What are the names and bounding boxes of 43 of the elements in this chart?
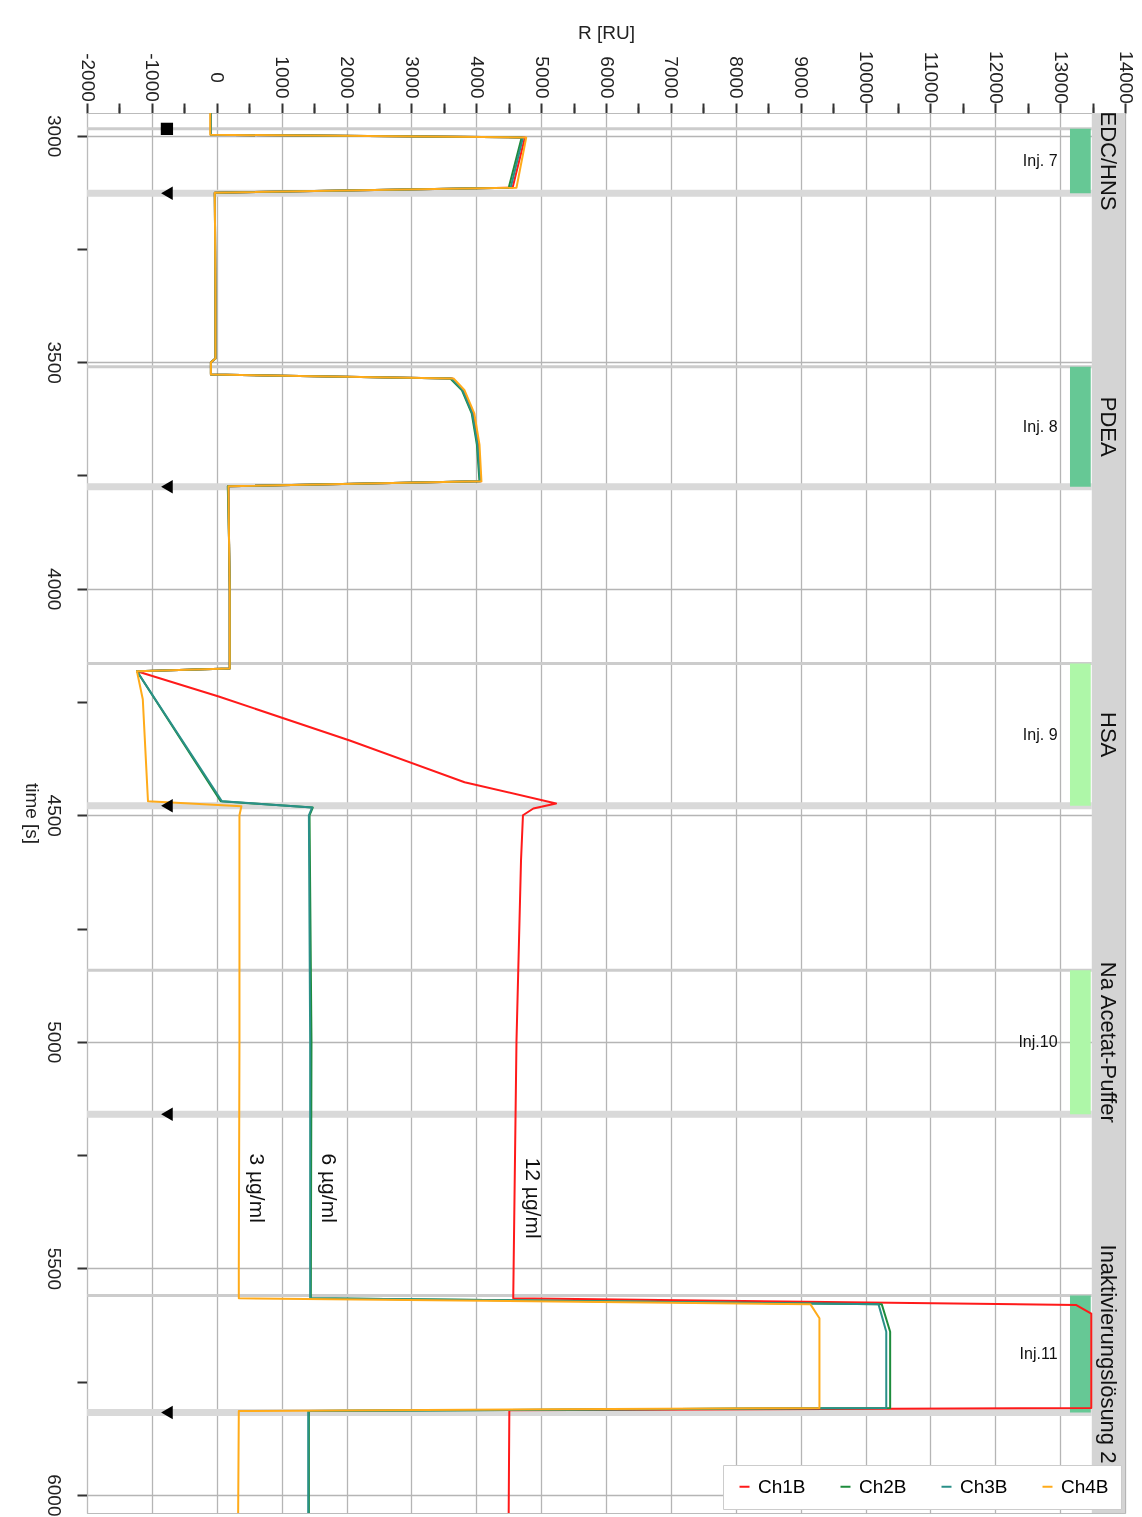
x-tick-label: 9000 — [791, 56, 813, 99]
x-tick-label: 0 — [207, 72, 229, 83]
x-tick-label: -1000 — [142, 53, 164, 102]
x-tick-label: 6000 — [596, 56, 618, 99]
x-tick-label: 7000 — [661, 56, 683, 99]
annotation: PDEA — [1096, 396, 1122, 458]
x-tick-label: 4000 — [466, 56, 488, 99]
x-tick-label: 14000 — [1115, 51, 1137, 104]
x-tick-label: 13000 — [1050, 51, 1072, 104]
annotation: EDC/HNS — [1096, 111, 1122, 211]
y-tick-label: 3000 — [43, 115, 65, 158]
annotation: Inj. 7 — [1022, 152, 1058, 170]
x-tick-label: 12000 — [985, 51, 1007, 104]
y-tick-label: 5500 — [43, 1247, 65, 1290]
y-tick-label: 4000 — [43, 568, 65, 611]
legend-label: Ch2B — [859, 1475, 907, 1497]
annotation: Inj. 8 — [1022, 417, 1058, 435]
legend-label: Ch3B — [960, 1475, 1008, 1497]
legend-label: Ch1B — [758, 1475, 806, 1497]
x-tick-label: 3000 — [401, 56, 423, 99]
x-axis-title: R [RU] — [578, 22, 635, 44]
annotation: 6 µg/ml — [317, 1153, 341, 1223]
x-tick-label: 10000 — [856, 51, 877, 104]
x-tick-label: 2000 — [337, 56, 358, 99]
annotation: 12 µg/ml — [521, 1157, 545, 1239]
y-tick-label: 5000 — [43, 1021, 65, 1064]
y-tick-label: 3500 — [43, 341, 65, 384]
annotation: Na Acetat-Puffer — [1096, 961, 1122, 1123]
y-axis-title: time [s] — [21, 782, 43, 845]
y-tick-label: 4500 — [43, 794, 65, 837]
y-tick-label: 6000 — [43, 1474, 65, 1517]
annotation: HSA — [1096, 711, 1122, 758]
x-tick-label: 5000 — [531, 56, 553, 99]
annotation: Inj. 9 — [1022, 725, 1058, 743]
x-tick-label: 8000 — [726, 56, 748, 99]
x-tick-label: 1000 — [272, 56, 294, 99]
x-tick-label: 11000 — [920, 51, 942, 104]
x-tick-label: -2000 — [77, 53, 99, 102]
annotation: 3 µg/ml — [246, 1153, 270, 1223]
legend-label: Ch4B — [1061, 1475, 1109, 1497]
annotation: Inj.11 — [1019, 1344, 1058, 1362]
annotation: Inj.10 — [1018, 1033, 1058, 1051]
annotation: Inaktivierungslösung 2 — [1096, 1244, 1122, 1464]
